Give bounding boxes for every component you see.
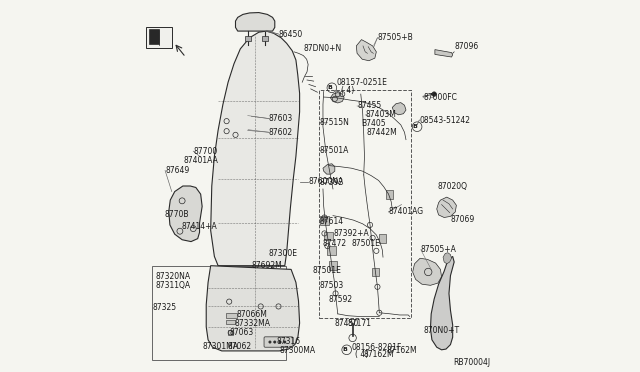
Polygon shape	[320, 216, 329, 225]
Polygon shape	[435, 49, 452, 57]
Text: 87501A: 87501A	[320, 146, 349, 155]
Text: 87069: 87069	[451, 215, 475, 224]
Text: 87332MA: 87332MA	[234, 320, 270, 328]
Text: 87401AA: 87401AA	[184, 156, 219, 165]
Circle shape	[279, 341, 281, 343]
Text: 08157-0251E: 08157-0251E	[337, 78, 388, 87]
Text: 87505+A: 87505+A	[421, 245, 457, 254]
Text: 87501E: 87501E	[351, 239, 380, 248]
Text: 87602: 87602	[269, 128, 293, 137]
FancyBboxPatch shape	[146, 27, 173, 48]
Polygon shape	[324, 232, 333, 240]
Text: 87096: 87096	[454, 42, 479, 51]
Text: 87603: 87603	[269, 114, 293, 123]
Text: 87DN0+N: 87DN0+N	[303, 44, 342, 53]
Circle shape	[284, 341, 286, 343]
Text: 08156-8201F: 08156-8201F	[351, 343, 402, 352]
Text: ( 4): ( 4)	[342, 86, 355, 95]
Text: 87503: 87503	[320, 281, 344, 290]
FancyBboxPatch shape	[226, 313, 237, 318]
Text: 87592: 87592	[328, 295, 352, 304]
Text: 86450: 86450	[278, 29, 303, 39]
Circle shape	[269, 341, 271, 343]
Polygon shape	[328, 261, 337, 270]
Polygon shape	[326, 246, 335, 255]
FancyBboxPatch shape	[228, 330, 233, 335]
Text: 87392+A: 87392+A	[333, 229, 369, 238]
Polygon shape	[356, 39, 376, 61]
Circle shape	[274, 341, 276, 343]
FancyBboxPatch shape	[264, 337, 293, 347]
Text: 87649: 87649	[165, 166, 189, 175]
Text: 87455: 87455	[357, 102, 381, 110]
Text: 87066M: 87066M	[237, 311, 268, 320]
Text: 87692M: 87692M	[252, 261, 282, 270]
Polygon shape	[211, 31, 300, 266]
Text: ( 4): ( 4)	[355, 350, 369, 359]
Polygon shape	[392, 103, 406, 115]
Text: 87325: 87325	[152, 303, 177, 312]
Text: 87300MA: 87300MA	[279, 346, 316, 355]
Text: 87442M: 87442M	[366, 128, 397, 137]
Text: 87700: 87700	[193, 147, 218, 155]
Text: 87301MA: 87301MA	[202, 341, 238, 350]
Polygon shape	[431, 256, 454, 350]
Text: 87062: 87062	[227, 341, 252, 350]
Text: 87515N: 87515N	[320, 118, 350, 127]
Text: RB70004J: RB70004J	[453, 357, 490, 366]
Polygon shape	[330, 93, 344, 103]
Polygon shape	[372, 267, 380, 276]
FancyBboxPatch shape	[244, 36, 251, 41]
FancyBboxPatch shape	[262, 36, 268, 41]
Text: 87414+A: 87414+A	[181, 222, 217, 231]
Polygon shape	[436, 197, 456, 218]
Text: 87311QA: 87311QA	[155, 281, 190, 290]
Text: 87316: 87316	[276, 337, 300, 346]
Text: 87600NA: 87600NA	[308, 177, 344, 186]
Text: 87162M: 87162M	[387, 346, 417, 355]
FancyBboxPatch shape	[226, 320, 235, 324]
Polygon shape	[169, 186, 202, 241]
Text: B: B	[342, 347, 348, 352]
FancyBboxPatch shape	[149, 29, 159, 44]
Text: 87020Q: 87020Q	[438, 182, 468, 191]
Text: B: B	[328, 85, 332, 90]
Text: 87320NA: 87320NA	[155, 272, 190, 281]
Text: 08543-51242: 08543-51242	[419, 116, 470, 125]
Polygon shape	[413, 258, 442, 285]
Circle shape	[432, 92, 436, 96]
Text: 87063: 87063	[229, 328, 253, 337]
Polygon shape	[386, 190, 394, 199]
Polygon shape	[378, 234, 386, 243]
Text: 8770B: 8770B	[164, 211, 189, 219]
Text: 87501E: 87501E	[312, 266, 342, 275]
Polygon shape	[443, 253, 452, 264]
Text: 87392: 87392	[319, 178, 344, 187]
Text: 87162M: 87162M	[364, 350, 394, 359]
Text: 870N0+T: 870N0+T	[423, 326, 459, 335]
Text: B7405: B7405	[361, 119, 386, 128]
Polygon shape	[236, 13, 275, 31]
Text: 87000FC: 87000FC	[423, 93, 457, 102]
Text: 87403M: 87403M	[365, 110, 396, 119]
Polygon shape	[323, 164, 335, 174]
Text: 87300E: 87300E	[269, 249, 298, 258]
Text: 87401AG: 87401AG	[388, 208, 424, 217]
Text: 87450: 87450	[335, 319, 359, 328]
Text: 87614: 87614	[319, 217, 344, 226]
Polygon shape	[206, 266, 300, 351]
Text: 87472: 87472	[322, 239, 346, 248]
Text: 87505+B: 87505+B	[378, 33, 413, 42]
Text: B: B	[413, 124, 418, 129]
Text: 87171: 87171	[348, 319, 372, 328]
